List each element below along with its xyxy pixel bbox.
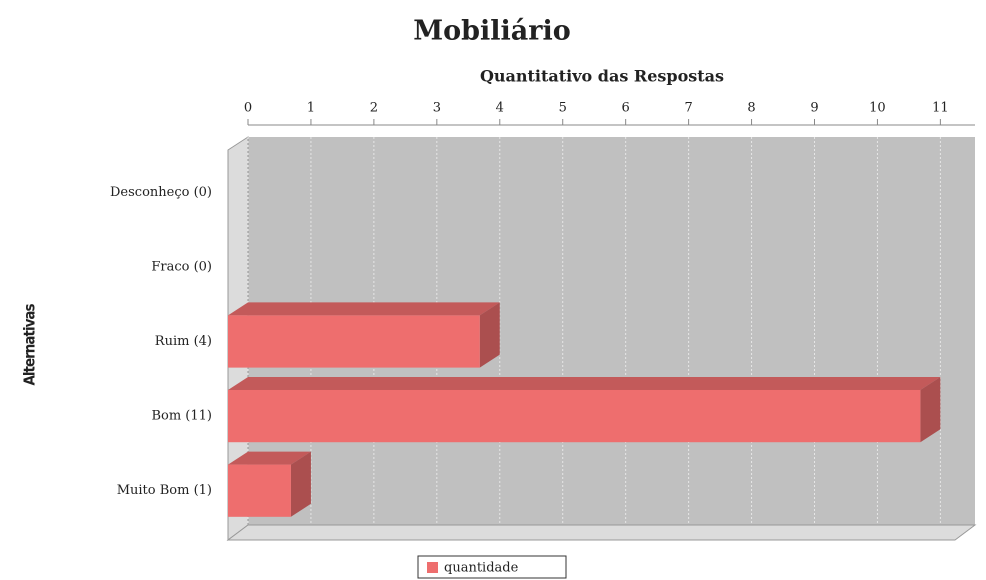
- x-tick-label: 8: [747, 101, 755, 116]
- bar-side: [479, 302, 500, 368]
- bar: [228, 315, 480, 368]
- y-tick-label: Desconheço (0): [110, 185, 212, 200]
- bar-side: [920, 376, 941, 443]
- x-tick-label: 2: [370, 101, 378, 116]
- y-tick-label: Muito Bom (1): [117, 483, 212, 498]
- bar-top: [228, 302, 500, 316]
- bar-side: [290, 451, 311, 517]
- x-tick-label: 5: [559, 101, 567, 116]
- floor: [226, 524, 977, 541]
- bar: [228, 464, 291, 517]
- x-axis-label: Quantitativo das Respostas: [480, 67, 724, 86]
- legend-box: [417, 555, 567, 579]
- x-tick-label: 3: [433, 101, 441, 116]
- bar-top: [228, 451, 311, 465]
- x-tick-label: 7: [684, 101, 692, 116]
- x-tick-label: 10: [869, 101, 886, 116]
- legend-swatch: [427, 562, 438, 573]
- x-tick-label: 4: [496, 101, 504, 116]
- y-tick-label: Bom (11): [151, 409, 212, 424]
- legend-label: quantidade: [444, 561, 519, 576]
- y-tick-label: Ruim (4): [155, 334, 212, 349]
- x-tick-label: 9: [810, 101, 818, 116]
- x-tick-label: 0: [244, 101, 252, 116]
- y-tick-label: Fraco (0): [151, 259, 212, 274]
- y-axis-label: Alternativas: [21, 304, 39, 386]
- chart-title: Mobiliário: [413, 16, 571, 47]
- x-tick-label: 6: [622, 101, 630, 116]
- x-tick-label: 1: [307, 101, 315, 116]
- bar-top: [228, 376, 941, 390]
- x-tick-label: 11: [932, 101, 949, 116]
- bar: [228, 389, 921, 443]
